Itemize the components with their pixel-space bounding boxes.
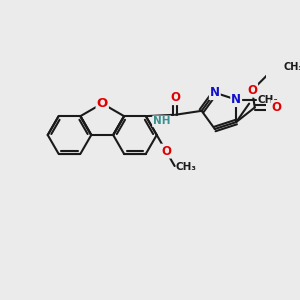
Text: N: N <box>231 93 241 106</box>
Text: NH: NH <box>153 116 170 126</box>
Text: O: O <box>272 101 282 114</box>
Text: O: O <box>97 97 108 110</box>
Text: N: N <box>210 86 220 99</box>
Text: CH₃: CH₃ <box>284 62 300 72</box>
Text: CH₃: CH₃ <box>176 162 197 172</box>
Text: O: O <box>161 145 171 158</box>
Text: O: O <box>170 91 180 104</box>
Text: O: O <box>247 84 257 97</box>
Text: CH₃: CH₃ <box>257 94 278 105</box>
